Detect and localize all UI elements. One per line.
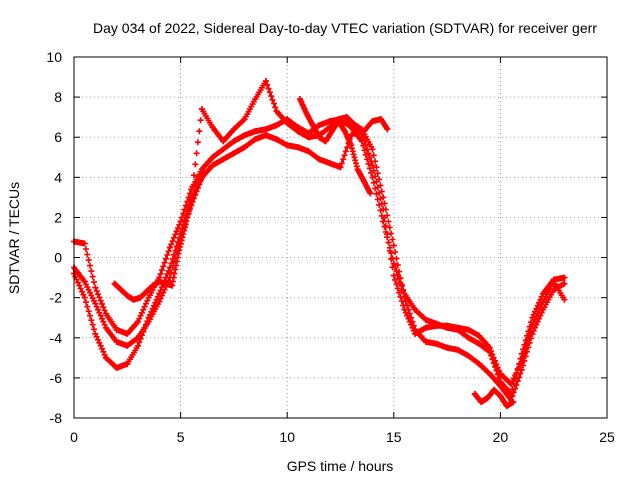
y-tick-label: 2 bbox=[54, 209, 62, 225]
y-tick-label: -6 bbox=[50, 370, 63, 386]
y-tick-label: -2 bbox=[50, 290, 63, 306]
y-tick-label: 8 bbox=[54, 89, 62, 105]
series-track-6 bbox=[296, 96, 374, 197]
x-tick-label: 5 bbox=[177, 429, 185, 445]
series-track-4 bbox=[111, 170, 208, 303]
y-tick-label: 6 bbox=[54, 129, 62, 145]
y-axis-label: SDTVAR / TECUs bbox=[6, 182, 22, 294]
y-tick-label: -4 bbox=[50, 330, 63, 346]
x-tick-label: 10 bbox=[279, 429, 295, 445]
x-tick-label: 25 bbox=[599, 429, 615, 445]
chart-grid bbox=[74, 57, 607, 418]
series-markers bbox=[471, 386, 517, 409]
y-tick-label: 0 bbox=[54, 250, 62, 266]
x-tick-label: 0 bbox=[70, 429, 78, 445]
y-tick-label: -8 bbox=[50, 410, 63, 426]
chart-title: Day 034 of 2022, Sidereal Day-to-day VTE… bbox=[93, 20, 597, 36]
plot-frame bbox=[73, 56, 608, 419]
y-tick-label: 10 bbox=[46, 49, 62, 65]
y-tick-labels: -8 -6 -4 -2 0 2 4 6 8 10 bbox=[46, 49, 62, 426]
x-axis-label: GPS time / hours bbox=[287, 458, 394, 474]
series-markers bbox=[297, 96, 374, 197]
x-tick-labels: 0 5 10 15 20 25 bbox=[70, 429, 615, 445]
series-track-7 bbox=[471, 386, 517, 409]
series-markers bbox=[111, 170, 208, 303]
x-tick-label: 15 bbox=[386, 429, 402, 445]
x-tick-label: 20 bbox=[493, 429, 509, 445]
data-points bbox=[71, 78, 568, 409]
y-tick-label: 4 bbox=[54, 169, 62, 185]
axis-ticks bbox=[73, 56, 608, 419]
